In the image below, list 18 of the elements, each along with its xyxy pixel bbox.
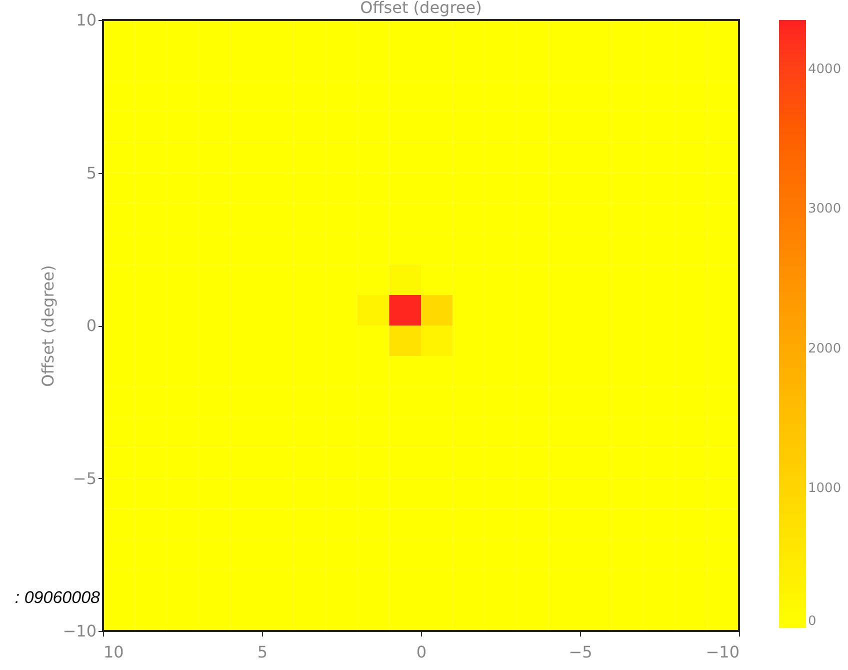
x-tick-label: −5 xyxy=(568,642,592,662)
y-tick-label: 10 xyxy=(76,10,96,30)
x-tick-label: 5 xyxy=(257,642,268,662)
y-axis-title: Offset (degree) xyxy=(38,265,58,387)
y-tick-label: 0 xyxy=(86,316,96,335)
color-bar-label: 1000 xyxy=(808,481,842,496)
color-bar-label: 4000 xyxy=(808,62,842,77)
text: : 09060008 xyxy=(14,588,101,607)
color-bar-label: 0 xyxy=(808,614,816,629)
y-tick-label: −10 xyxy=(62,622,96,640)
color-bar-label: 2000 xyxy=(808,341,842,356)
y-tick-label: −5 xyxy=(72,468,96,488)
x-tick-label: −10 xyxy=(706,642,740,662)
x-axis-title: Offset (degree) xyxy=(360,0,482,17)
x-tick-label: 10 xyxy=(104,642,124,662)
y-tick-label: 5 xyxy=(86,163,96,182)
color-bar-label: 3000 xyxy=(808,202,842,217)
x-tick-label: 0 xyxy=(416,642,427,662)
